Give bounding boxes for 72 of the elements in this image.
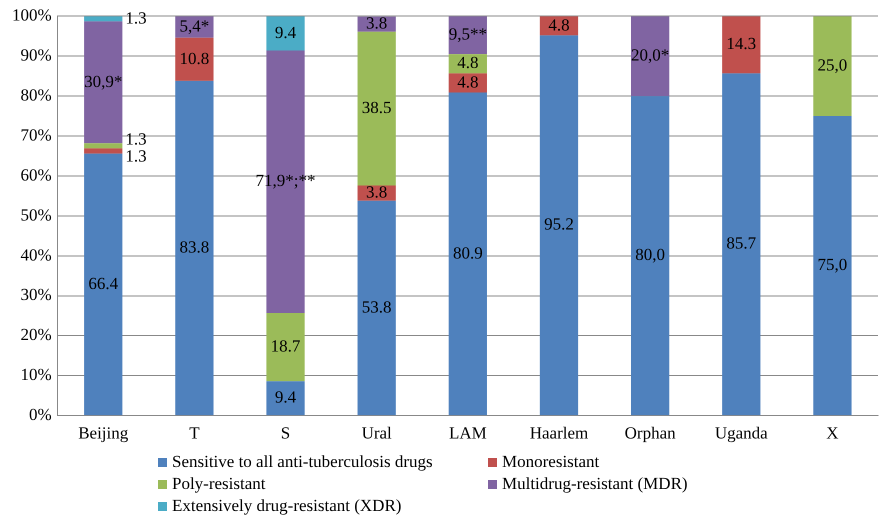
y-tick-label: 100% <box>12 6 52 25</box>
bar <box>630 16 670 96</box>
bar <box>84 154 122 416</box>
data-label: 14.3 <box>726 34 756 54</box>
data-label: 4.8 <box>457 53 478 72</box>
bar <box>84 143 122 148</box>
data-label: 38.5 <box>362 98 392 118</box>
legend-label: Sensitive to all anti-tuberculosis drugs <box>172 452 433 472</box>
data-label: 5,4* <box>180 16 210 36</box>
data-label: 10.8 <box>180 48 210 68</box>
data-label: 75,0 <box>818 255 848 274</box>
bar <box>266 16 305 51</box>
annotation: 18.7 <box>270 336 301 356</box>
annotation: 9.4 <box>274 22 297 42</box>
data-label: 95.2 <box>544 214 574 234</box>
data-label: 85.7 <box>726 234 757 253</box>
x-tick-label: X <box>826 423 839 442</box>
legend-label: Multidrug-resistant (MDR) <box>502 474 688 494</box>
data-label: 9,5** <box>448 24 487 44</box>
y-tick-label: 20% <box>20 325 52 344</box>
data-label: 80.9 <box>452 243 483 262</box>
x-tick-label: Beijing <box>78 423 129 442</box>
data-label: 4.8 <box>548 15 570 34</box>
x-tick-label: Haarlem <box>530 423 588 442</box>
data-label: 1.3 <box>125 8 147 28</box>
bar <box>813 16 852 116</box>
annotation: 9.4 <box>274 388 297 407</box>
bar <box>175 38 214 81</box>
y-tick-label: 10% <box>20 365 52 384</box>
x-tick-label: T <box>189 423 200 442</box>
legend-label: Monoresistant <box>502 452 600 472</box>
bar <box>813 116 852 416</box>
annotation: 66.4 <box>88 274 119 293</box>
x-tick-label: LAM <box>448 423 487 442</box>
data-label: 83.8 <box>180 237 210 256</box>
y-tick-label: 50% <box>20 205 52 224</box>
x-tick-label: Uganda <box>714 423 768 442</box>
y-tick-label: 30% <box>20 285 52 304</box>
bar <box>358 32 396 186</box>
y-tick-label: 80% <box>20 86 52 105</box>
y-tick-label: 70% <box>20 125 52 144</box>
y-tick-label: 40% <box>20 245 52 264</box>
bar <box>358 200 396 416</box>
annotation: 30,9* <box>84 72 122 91</box>
y-tick-label: 0% <box>28 405 52 424</box>
bar <box>448 92 487 416</box>
data-label: 80,0 <box>635 245 666 264</box>
data-label: 1.3 <box>125 146 147 166</box>
data-label: 4.8 <box>457 72 478 92</box>
bar <box>266 381 305 416</box>
y-tick-label: 90% <box>20 46 52 65</box>
bar <box>175 80 214 416</box>
x-tick-label: Orphan <box>624 423 676 442</box>
x-tick-label: S <box>280 423 290 442</box>
y-tick-label: 60% <box>20 165 52 184</box>
bar <box>630 96 670 416</box>
bar <box>722 16 760 74</box>
data-label: 25,0 <box>818 56 848 75</box>
data-label: 20,0* <box>631 46 670 65</box>
data-label: 53.8 <box>362 297 392 316</box>
bar <box>84 148 122 154</box>
bar <box>266 312 305 382</box>
data-label: 3.8 <box>366 14 388 33</box>
x-tick-label: Ural <box>362 423 392 442</box>
bar <box>540 35 578 416</box>
bar <box>84 16 122 22</box>
legend-label: Poly-resistant <box>172 474 266 494</box>
data-label: 3.8 <box>366 182 388 202</box>
bar <box>84 21 122 144</box>
bar <box>722 73 760 416</box>
legend-label: Extensively drug-resistant (XDR) <box>172 496 402 516</box>
data-label: 1.3 <box>125 129 147 148</box>
